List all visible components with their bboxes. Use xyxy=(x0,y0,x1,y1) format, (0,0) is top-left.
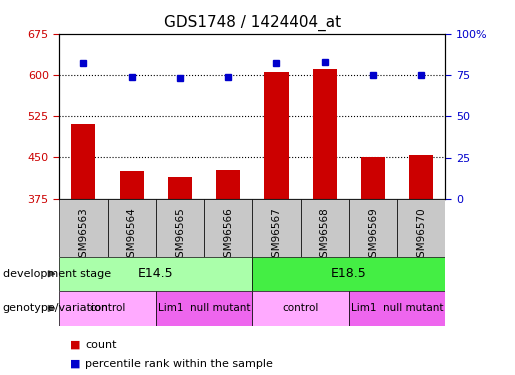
Bar xyxy=(409,155,434,199)
Text: ■: ■ xyxy=(70,340,80,350)
Bar xyxy=(156,291,252,326)
Bar xyxy=(119,171,144,199)
Text: genotype/variation: genotype/variation xyxy=(3,303,109,313)
Bar xyxy=(71,124,95,199)
Bar xyxy=(252,291,349,326)
Text: ■: ■ xyxy=(70,359,80,369)
Text: GSM96570: GSM96570 xyxy=(416,207,426,264)
Text: GSM96565: GSM96565 xyxy=(175,207,185,264)
Text: percentile rank within the sample: percentile rank within the sample xyxy=(85,359,273,369)
Bar xyxy=(156,199,204,257)
Text: GSM96564: GSM96564 xyxy=(127,207,136,264)
Text: GSM96563: GSM96563 xyxy=(78,207,89,264)
Text: E14.5: E14.5 xyxy=(138,267,174,280)
Bar xyxy=(252,199,301,257)
Bar xyxy=(361,158,385,199)
Bar xyxy=(252,257,445,291)
Text: GSM96567: GSM96567 xyxy=(271,207,282,264)
Text: GSM96566: GSM96566 xyxy=(223,207,233,264)
Bar xyxy=(349,291,445,326)
Text: development stage: development stage xyxy=(3,269,111,279)
Bar xyxy=(168,177,192,199)
Bar xyxy=(216,170,241,199)
Bar xyxy=(349,199,397,257)
Bar xyxy=(59,291,156,326)
Bar xyxy=(301,199,349,257)
Text: control: control xyxy=(282,303,319,313)
Text: Lim1  null mutant: Lim1 null mutant xyxy=(158,303,250,313)
Text: GSM96569: GSM96569 xyxy=(368,207,378,264)
Text: Lim1  null mutant: Lim1 null mutant xyxy=(351,303,443,313)
Bar xyxy=(397,199,445,257)
Bar xyxy=(204,199,252,257)
Bar xyxy=(59,199,108,257)
Bar xyxy=(108,199,156,257)
Bar xyxy=(264,72,288,199)
Bar xyxy=(59,257,252,291)
Text: GSM96568: GSM96568 xyxy=(320,207,330,264)
Text: control: control xyxy=(89,303,126,313)
Text: E18.5: E18.5 xyxy=(331,267,367,280)
Title: GDS1748 / 1424404_at: GDS1748 / 1424404_at xyxy=(164,15,341,31)
Bar xyxy=(313,69,337,199)
Text: count: count xyxy=(85,340,116,350)
